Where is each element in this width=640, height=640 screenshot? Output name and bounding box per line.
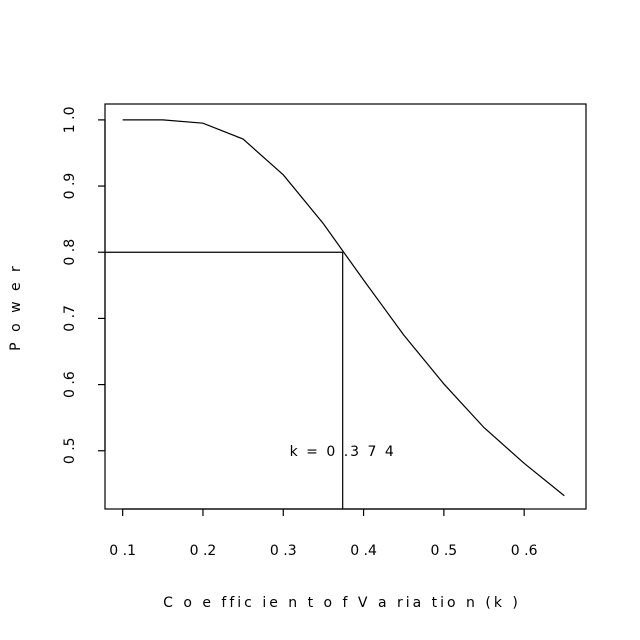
y-tick-label: 0 .5 — [62, 437, 78, 464]
y-tick-label: 1 .0 — [62, 107, 78, 134]
y-tick-label: 0 .7 — [62, 305, 78, 332]
x-tick-label: 0 .4 — [350, 543, 377, 559]
x-axis: 0 .1 0 .2 0 .3 0 .4 0 .5 0 .6 — [109, 508, 538, 559]
power-curve-line — [122, 119, 565, 497]
x-tick-label: 0 .5 — [431, 543, 458, 559]
x-tick-label: 0 .3 — [270, 543, 297, 559]
x-tick-label: 0 .2 — [190, 543, 217, 559]
x-tick-label: 0 .1 — [109, 543, 136, 559]
x-tick-label: 0 .6 — [511, 543, 538, 559]
x-axis-title: C o e ffic ie n t o f V a ria tio n (k ) — [163, 595, 521, 611]
k-annotation: k = 0 .3 7 4 — [290, 444, 396, 460]
y-tick-label: 0 .6 — [62, 371, 78, 398]
y-axis-title: P o w e r — [8, 263, 24, 351]
y-axis: 0 .5 0 .6 0 .7 0 .8 0 .9 1 .0 — [62, 107, 106, 464]
y-tick-label: 0 .8 — [62, 239, 78, 266]
y-tick-label: 0 .9 — [62, 173, 78, 200]
